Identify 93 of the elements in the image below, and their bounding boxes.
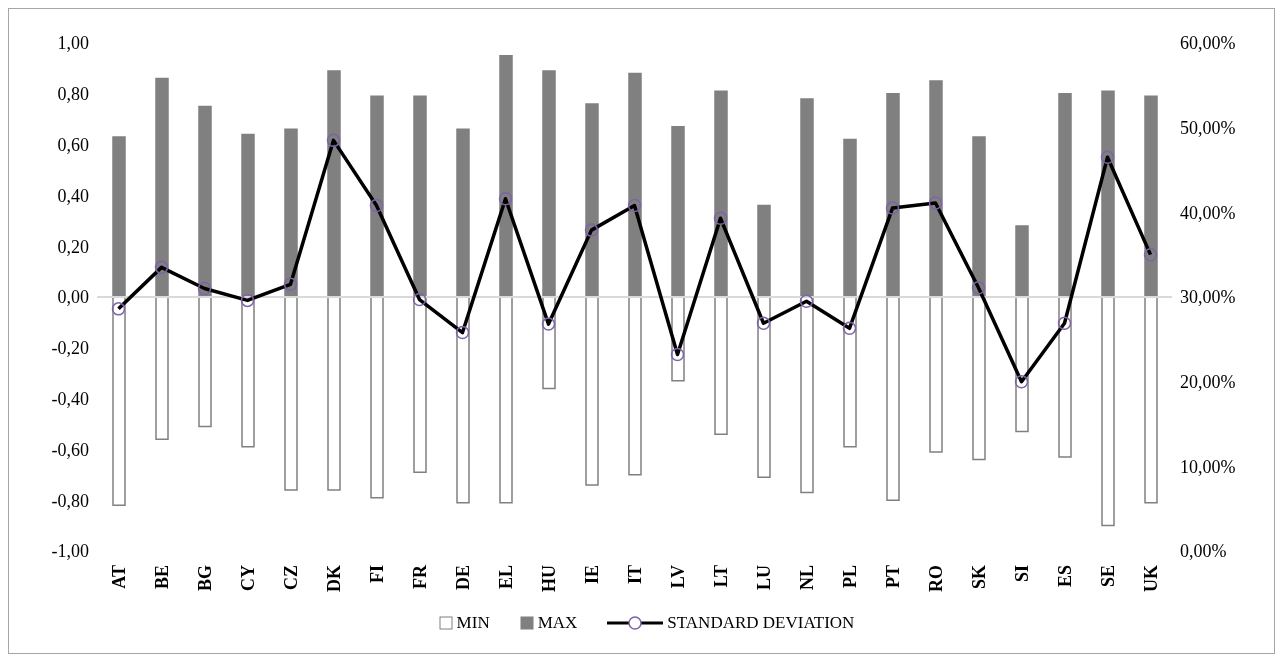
x-tick-label: BG (194, 565, 215, 592)
x-tick-label: DE (452, 565, 473, 591)
bar (1144, 95, 1158, 298)
bar (370, 296, 384, 499)
y-tick-label: 0,60 (57, 134, 89, 155)
bar (456, 128, 470, 298)
bar (499, 296, 513, 504)
bar (112, 296, 126, 507)
x-tick-label: LT (710, 565, 731, 588)
y2-tick-label: 10,00% (1180, 456, 1236, 477)
x-tick-label: LV (667, 565, 688, 589)
x-tick-label: BE (151, 565, 172, 590)
bar (241, 133, 255, 298)
x-tick-label: ES (1054, 565, 1075, 588)
bar (1101, 296, 1115, 527)
bar (413, 95, 427, 298)
bar (800, 98, 814, 298)
bar (628, 72, 642, 298)
x-tick-label: FI (366, 565, 387, 583)
x-tick-label: AT (108, 565, 129, 589)
bar (1015, 225, 1029, 298)
x-tick-label: RO (925, 565, 946, 592)
y-tick-label: -0,20 (51, 338, 89, 359)
y2-tick-label: 20,00% (1180, 372, 1236, 393)
bar (198, 296, 212, 428)
x-tick-label: FR (409, 564, 430, 589)
y-tick-label: -0,40 (51, 388, 89, 409)
bar (456, 296, 470, 504)
y-tick-label: -0,80 (51, 490, 89, 511)
bar (413, 296, 427, 474)
bar (1058, 296, 1072, 458)
bar (972, 136, 986, 298)
bar (929, 80, 943, 298)
x-tick-label: PT (882, 565, 903, 589)
bar (155, 77, 169, 298)
bar (112, 136, 126, 298)
y-tick-label: -0,60 (51, 439, 89, 460)
bar (628, 296, 642, 476)
x-tick-label: HU (538, 565, 559, 592)
y-tick-label: 0,40 (57, 185, 89, 206)
x-tick-label: EL (495, 565, 516, 590)
y2-tick-label: 40,00% (1180, 202, 1236, 223)
y-tick-label: 0,20 (57, 236, 89, 257)
x-tick-label: IT (624, 565, 645, 585)
bar (843, 296, 857, 448)
bar (542, 70, 556, 298)
legend-label: STANDARD DEVIATION (667, 613, 855, 633)
y2-tick-label: 60,00% (1180, 33, 1236, 54)
bar (929, 296, 943, 453)
x-tick-label: SI (1011, 565, 1032, 583)
x-tick-label: PL (839, 565, 860, 589)
y2-tick-label: 0,00% (1180, 541, 1227, 562)
bar (757, 204, 771, 298)
bar (757, 296, 771, 479)
bar (843, 138, 857, 298)
y2-tick-label: 30,00% (1180, 287, 1236, 308)
bar (284, 296, 298, 491)
x-tick-label: NL (796, 565, 817, 591)
legend-label: MAX (537, 613, 578, 633)
x-tick-label: CZ (280, 565, 301, 591)
bar (1144, 296, 1158, 504)
bar (327, 296, 341, 491)
x-tick-label: SE (1097, 565, 1118, 588)
bar (1058, 93, 1072, 298)
y-tick-label: 0,80 (57, 84, 89, 105)
x-tick-label: IE (581, 565, 602, 585)
bar (800, 296, 814, 494)
bar (327, 70, 341, 298)
y2-tick-label: 50,00% (1180, 118, 1236, 139)
legend-label: MIN (456, 613, 490, 633)
bar (499, 54, 513, 298)
x-tick-label: LU (753, 565, 774, 591)
bar (714, 90, 728, 298)
bar (714, 296, 728, 435)
bar (198, 105, 212, 298)
bar (1101, 90, 1115, 298)
bar (1015, 296, 1029, 433)
y-tick-label: 1,00 (57, 33, 89, 54)
bar (155, 296, 169, 440)
bar (886, 296, 900, 501)
y-tick-label: -1,00 (51, 541, 89, 562)
y-tick-label: 0,00 (57, 287, 89, 308)
bar (370, 95, 384, 298)
bar (585, 296, 599, 486)
x-tick-label: SK (968, 565, 989, 590)
bar (284, 128, 298, 298)
bar (886, 93, 900, 298)
x-tick-label: DK (323, 565, 344, 592)
bar (671, 126, 685, 298)
x-tick-label: CY (237, 565, 258, 591)
bar (585, 103, 599, 298)
bar (972, 296, 986, 461)
x-tick-label: UK (1140, 565, 1161, 592)
